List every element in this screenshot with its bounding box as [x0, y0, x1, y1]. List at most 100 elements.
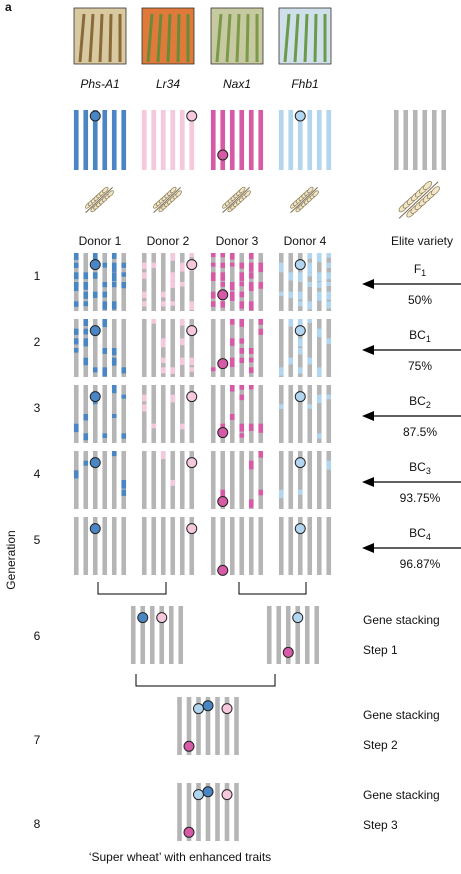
gene-marker	[218, 290, 228, 300]
introgression	[74, 348, 79, 353]
gene-marker	[194, 704, 204, 714]
introgression	[74, 301, 79, 307]
introgression	[317, 272, 322, 281]
grain	[238, 186, 246, 194]
introgression	[317, 130, 322, 140]
gene-marker	[194, 790, 204, 800]
chromosome	[177, 783, 182, 841]
introgression	[170, 367, 175, 374]
introgression	[326, 272, 331, 279]
introgression	[102, 110, 107, 120]
chromosome	[276, 606, 281, 664]
introgression	[83, 301, 88, 306]
chromosome	[112, 517, 117, 575]
gene-name: Lr34	[156, 77, 180, 91]
introgression	[288, 319, 293, 326]
introgression	[112, 253, 117, 259]
introgression	[180, 110, 185, 120]
introgression	[326, 263, 331, 268]
percent-label: 75%	[408, 359, 432, 373]
introgression	[142, 140, 147, 150]
percent-label: 93.75%	[400, 491, 441, 505]
introgression	[211, 130, 216, 140]
chromosome	[307, 319, 312, 377]
chromosome	[161, 517, 166, 575]
gene-marker	[90, 326, 100, 336]
backcross-sub: 1	[426, 334, 431, 344]
chromosome	[211, 385, 216, 443]
caption: ‘Super wheat’ with enhanced traits	[89, 850, 271, 864]
chromosome	[150, 606, 155, 664]
introgression	[83, 292, 88, 299]
chromosome	[305, 606, 310, 664]
introgression	[279, 404, 284, 409]
chromosome	[170, 385, 175, 443]
introgression	[151, 150, 156, 160]
chromosome	[142, 385, 147, 443]
gene-marker	[187, 326, 197, 336]
backcross-sub: 3	[426, 466, 431, 476]
photo-detail	[110, 14, 111, 62]
introgression	[326, 395, 331, 400]
generation-number: 1	[34, 269, 41, 283]
introgression	[121, 433, 126, 438]
introgression	[298, 160, 303, 170]
stacking-step: Step 3	[363, 818, 398, 832]
introgression	[102, 433, 107, 438]
introgression	[189, 150, 194, 160]
figure: aPhs-A1Lr34Nax1Fhb1Donor 1Donor 2Donor 3…	[0, 0, 461, 874]
chromosome	[432, 110, 437, 170]
introgression	[151, 130, 156, 140]
introgression	[74, 329, 79, 335]
introgression	[317, 367, 322, 376]
introgression	[142, 263, 147, 269]
chromosome	[177, 697, 182, 755]
gene-marker	[295, 326, 305, 336]
donor-label: Donor 1	[79, 234, 122, 248]
introgression	[180, 263, 185, 272]
introgression	[161, 150, 166, 160]
grain	[107, 190, 115, 198]
chromosome	[307, 385, 312, 443]
introgression	[239, 120, 244, 130]
gene-marker	[218, 150, 228, 160]
introgression	[102, 140, 107, 150]
gene-marker	[218, 496, 228, 506]
chromosome	[288, 319, 293, 377]
introgression	[326, 292, 331, 300]
introgression	[151, 263, 156, 268]
introgression	[230, 120, 235, 130]
chromosome	[413, 110, 418, 170]
introgression	[317, 433, 322, 438]
introgression	[180, 120, 185, 130]
introgression	[83, 329, 88, 335]
chromosome	[74, 451, 79, 509]
chromosome	[230, 517, 235, 575]
introgression	[230, 292, 235, 301]
chromosome	[394, 110, 399, 170]
introgression	[249, 385, 254, 389]
introgression	[307, 160, 312, 170]
introgression	[239, 395, 244, 400]
chromosome	[288, 385, 293, 443]
introgression	[83, 130, 88, 140]
introgression	[74, 470, 79, 478]
chromosome	[180, 451, 185, 509]
introgression	[170, 272, 175, 281]
introgression	[74, 424, 79, 432]
introgression	[161, 301, 166, 306]
introgression	[239, 348, 244, 354]
chromosome	[215, 783, 220, 841]
introgression	[121, 140, 126, 150]
y-axis-label: Generation	[4, 530, 18, 589]
introgression	[211, 110, 216, 120]
introgression	[161, 110, 166, 120]
introgression	[298, 272, 303, 282]
introgression	[74, 110, 79, 120]
gene-marker	[157, 613, 167, 623]
bracket	[136, 674, 275, 686]
introgression	[170, 150, 175, 160]
introgression	[189, 130, 194, 140]
introgression	[142, 130, 147, 140]
introgression	[170, 130, 175, 140]
